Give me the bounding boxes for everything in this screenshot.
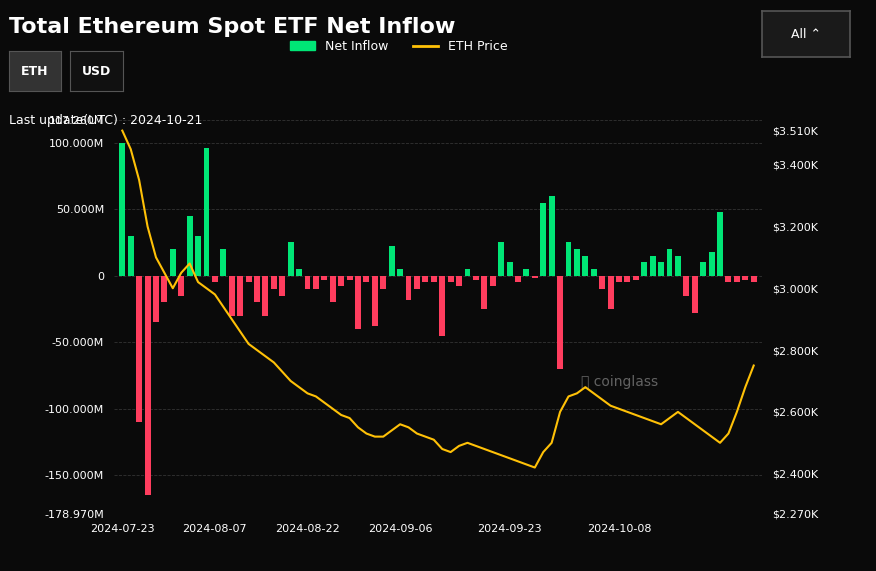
Bar	[590, 269, 597, 276]
Bar	[742, 276, 748, 280]
Bar	[717, 212, 723, 276]
Bar	[355, 276, 361, 329]
Bar	[170, 249, 176, 276]
Bar	[321, 276, 328, 280]
Bar	[751, 276, 757, 283]
Bar	[515, 276, 521, 283]
Bar	[145, 276, 151, 495]
Bar	[448, 276, 454, 283]
Bar	[389, 247, 395, 276]
Bar	[128, 236, 134, 276]
Bar	[490, 276, 496, 287]
Bar	[456, 276, 462, 287]
Bar	[330, 276, 336, 303]
Bar	[667, 249, 673, 276]
Bar	[279, 276, 286, 296]
Bar	[187, 216, 193, 276]
Bar	[422, 276, 428, 283]
Bar	[608, 276, 613, 309]
Text: Total Ethereum Spot ETF Net Inflow: Total Ethereum Spot ETF Net Inflow	[9, 17, 456, 37]
Bar	[574, 249, 580, 276]
Legend: Net Inflow, ETH Price: Net Inflow, ETH Price	[285, 35, 513, 58]
Bar	[414, 276, 420, 289]
Bar	[431, 276, 437, 283]
Bar	[229, 276, 235, 316]
Bar	[692, 276, 697, 313]
Bar	[616, 276, 622, 283]
Bar	[557, 276, 563, 369]
Bar	[641, 263, 647, 276]
Bar	[709, 252, 715, 276]
Bar	[473, 276, 479, 280]
Bar	[203, 148, 209, 276]
Bar	[372, 276, 378, 326]
Bar	[675, 256, 681, 276]
Bar	[263, 276, 268, 316]
Bar	[287, 243, 293, 276]
Bar	[406, 276, 412, 300]
Bar	[650, 256, 655, 276]
Bar	[212, 276, 218, 283]
Bar	[313, 276, 319, 289]
Text: 🐻 coinglass: 🐻 coinglass	[581, 375, 658, 389]
Bar	[734, 276, 740, 283]
Bar	[136, 276, 142, 422]
Bar	[532, 276, 538, 279]
Bar	[254, 276, 260, 303]
Bar	[725, 276, 731, 283]
Text: All ⌃: All ⌃	[791, 28, 821, 41]
Text: Last update(UTC) : 2024-10-21: Last update(UTC) : 2024-10-21	[9, 114, 202, 127]
Bar	[658, 263, 664, 276]
Bar	[548, 196, 555, 276]
Bar	[540, 203, 546, 276]
Bar	[245, 276, 251, 283]
Bar	[271, 276, 277, 289]
Bar	[296, 269, 302, 276]
Bar	[153, 276, 159, 323]
Bar	[506, 263, 512, 276]
Bar	[498, 243, 504, 276]
Bar	[683, 276, 689, 296]
Bar	[524, 269, 529, 276]
Bar	[625, 276, 631, 283]
Text: USD: USD	[81, 65, 111, 78]
Bar	[439, 276, 445, 336]
Bar	[221, 249, 226, 276]
Bar	[364, 276, 370, 283]
Bar	[464, 269, 470, 276]
Bar	[380, 276, 386, 289]
Bar	[179, 276, 184, 296]
Bar	[599, 276, 605, 289]
Bar	[237, 276, 244, 316]
Bar	[566, 243, 571, 276]
Bar	[481, 276, 487, 309]
Bar	[305, 276, 310, 289]
Bar	[161, 276, 167, 303]
Bar	[397, 269, 403, 276]
Bar	[632, 276, 639, 280]
Bar	[119, 143, 125, 276]
Bar	[347, 276, 352, 280]
Bar	[583, 256, 589, 276]
Bar	[195, 236, 201, 276]
Text: ETH: ETH	[21, 65, 49, 78]
Bar	[700, 263, 706, 276]
Bar	[338, 276, 344, 287]
